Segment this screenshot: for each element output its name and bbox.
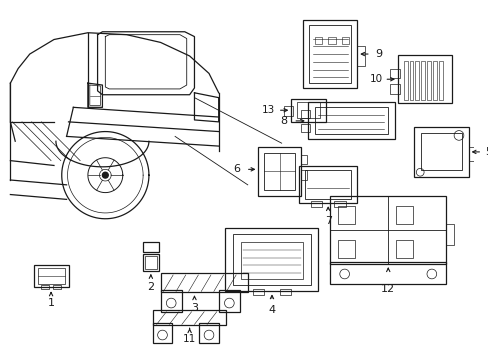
Bar	[357, 46, 364, 66]
Text: 13: 13	[261, 105, 274, 115]
Bar	[305, 170, 351, 199]
Bar	[314, 37, 322, 44]
Bar	[301, 155, 306, 165]
Bar	[264, 153, 295, 190]
Bar	[426, 61, 430, 100]
Bar	[38, 268, 64, 284]
Bar	[341, 37, 349, 44]
Bar	[327, 37, 335, 44]
Bar	[409, 61, 412, 100]
Text: 8: 8	[280, 116, 286, 126]
Bar	[403, 61, 407, 100]
Bar	[420, 61, 424, 100]
Bar	[199, 323, 218, 343]
Bar	[432, 61, 436, 100]
Bar	[225, 229, 318, 292]
Bar	[279, 289, 291, 295]
Bar	[413, 127, 468, 177]
Bar	[329, 262, 446, 284]
Text: 1: 1	[47, 298, 55, 308]
Text: 2: 2	[147, 282, 154, 292]
Text: 10: 10	[369, 74, 383, 84]
Bar	[160, 273, 247, 292]
Bar	[299, 166, 357, 203]
Bar	[333, 201, 345, 207]
Bar	[143, 242, 158, 252]
Bar	[389, 84, 399, 94]
Bar	[252, 289, 264, 295]
Bar	[397, 55, 451, 103]
Bar	[301, 170, 306, 180]
Bar	[307, 103, 394, 139]
Bar	[329, 197, 446, 264]
Text: 3: 3	[191, 303, 198, 313]
Bar	[446, 224, 453, 245]
Bar	[395, 240, 412, 257]
Bar	[389, 68, 399, 78]
Bar	[160, 291, 182, 312]
Bar	[34, 265, 68, 287]
Bar	[468, 147, 475, 161]
Text: 11: 11	[183, 334, 196, 344]
Bar	[241, 242, 303, 279]
Bar	[310, 201, 322, 207]
Text: 5: 5	[485, 147, 488, 157]
Text: 6: 6	[233, 165, 240, 174]
Bar	[308, 25, 351, 83]
Bar	[145, 256, 156, 269]
Bar	[414, 61, 418, 100]
Bar	[143, 254, 158, 271]
Bar	[301, 110, 309, 118]
Bar	[314, 107, 387, 135]
Text: 4: 4	[268, 305, 275, 315]
Bar	[438, 61, 442, 100]
Bar	[395, 206, 412, 224]
Bar	[258, 147, 301, 195]
Bar	[233, 234, 310, 285]
Bar	[303, 20, 357, 88]
Text: 12: 12	[381, 284, 394, 293]
Bar	[283, 106, 293, 116]
Bar	[337, 240, 355, 257]
Text: 7: 7	[324, 216, 331, 226]
Bar	[420, 134, 461, 170]
Bar	[218, 291, 240, 312]
Bar	[152, 310, 226, 325]
Bar	[297, 103, 320, 118]
Bar	[53, 285, 61, 288]
Bar	[41, 285, 49, 288]
Text: 9: 9	[374, 49, 381, 59]
Circle shape	[102, 172, 108, 178]
Bar	[301, 124, 309, 131]
Bar	[337, 206, 355, 224]
Bar	[291, 99, 325, 122]
Bar	[152, 323, 172, 343]
